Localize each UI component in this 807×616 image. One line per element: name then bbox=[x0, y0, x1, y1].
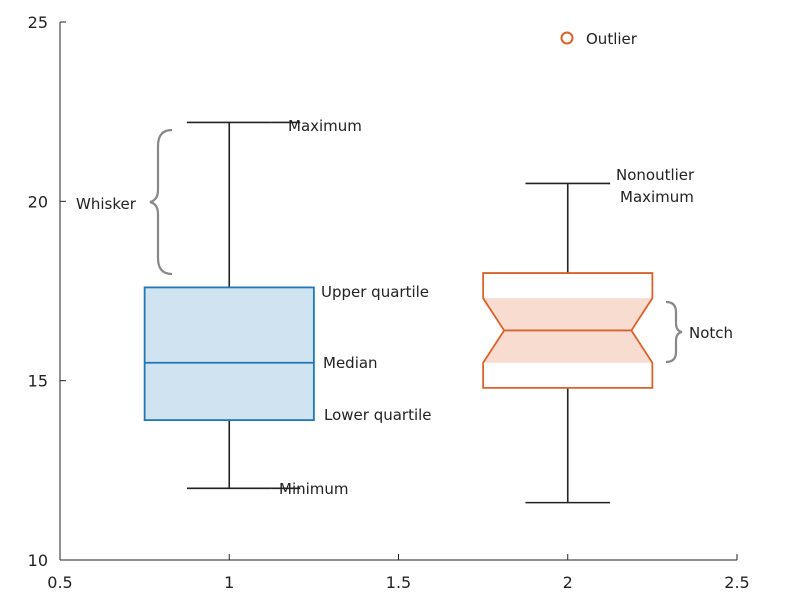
notch-brace bbox=[665, 300, 683, 364]
box-body bbox=[143, 286, 315, 422]
legend-outlier-marker bbox=[560, 31, 574, 45]
x-tick-label: 2.5 bbox=[724, 573, 749, 592]
nonoutlier-maximum-label-line2: Maximum bbox=[620, 188, 694, 206]
boxes bbox=[143, 121, 654, 504]
lower-quartile-label: Lower quartile bbox=[324, 406, 432, 424]
upper-quartile-label: Upper quartile bbox=[321, 283, 429, 301]
x-ticks: 0.5 1 1.5 2 2.5 bbox=[47, 554, 750, 592]
minimum-label: Minimum bbox=[279, 480, 349, 498]
whisker-label: Whisker bbox=[76, 195, 137, 213]
box-outline bbox=[482, 272, 654, 389]
x-tick-label: 0.5 bbox=[47, 573, 72, 592]
y-tick-label: 25 bbox=[28, 13, 48, 32]
y-ticks: 10 15 20 25 bbox=[28, 13, 66, 570]
median-label: Median bbox=[323, 354, 378, 372]
x-tick-label: 2 bbox=[563, 573, 573, 592]
y-tick-label: 10 bbox=[28, 551, 48, 570]
legend-outlier-label: Outlier bbox=[586, 30, 638, 48]
legend: Outlier bbox=[560, 30, 638, 48]
x-tick-label: 1.5 bbox=[386, 573, 411, 592]
maximum-label: Maximum bbox=[288, 117, 362, 135]
x-tick-label: 1 bbox=[224, 573, 234, 592]
annotations-box2: Nonoutlier Maximum Notch bbox=[616, 166, 733, 364]
y-tick-label: 15 bbox=[28, 372, 48, 391]
whisker-brace bbox=[149, 128, 173, 276]
notch-label: Notch bbox=[689, 324, 733, 342]
box-2 bbox=[482, 182, 654, 504]
box-1 bbox=[143, 121, 315, 490]
y-tick-label: 20 bbox=[28, 192, 48, 211]
annotations-box1: Whisker Maximum Upper quartile Median Lo… bbox=[76, 117, 432, 498]
nonoutlier-maximum-label-line1: Nonoutlier bbox=[616, 166, 695, 184]
